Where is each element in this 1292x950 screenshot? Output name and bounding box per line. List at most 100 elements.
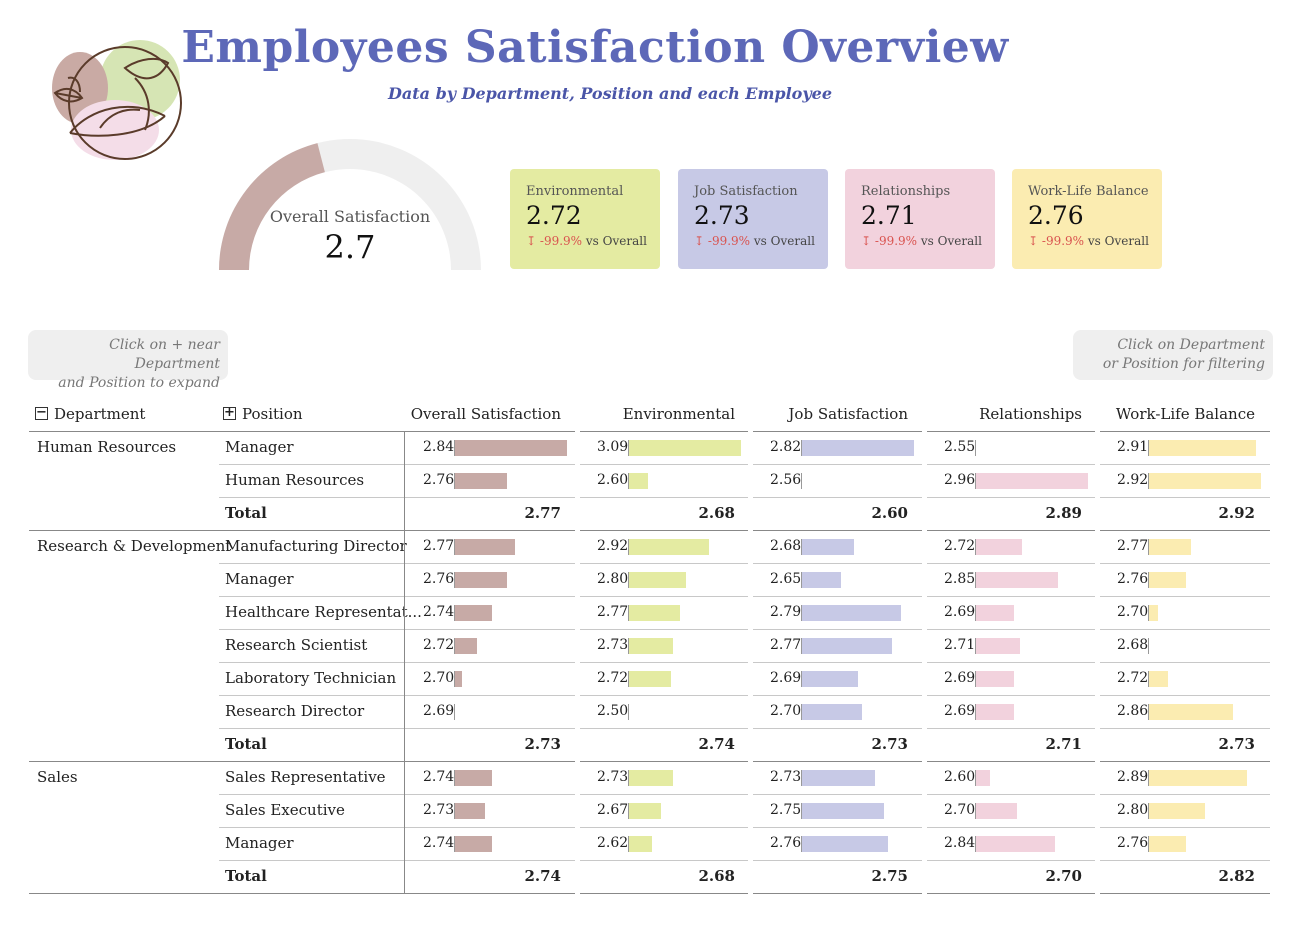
kpi-card-environmental: Environmental 2.72 ↧ -99.9% vs Overall	[510, 169, 660, 269]
position-cell[interactable]: Sales Representative	[225, 768, 386, 786]
gauge-label: Overall Satisfaction	[269, 207, 431, 226]
kpi-value: 2.73	[694, 201, 750, 230]
expand-icon[interactable]: +	[223, 404, 236, 420]
bar-baseline	[454, 440, 455, 456]
total-value: 2.60	[871, 504, 908, 522]
kpi-delta: ↧ -99.9% vs Overall	[1028, 234, 1149, 248]
total-value: 2.74	[698, 735, 735, 753]
kpi-value: 2.71	[861, 201, 917, 230]
header-work-life-balance[interactable]: Work-Life Balance	[1115, 405, 1255, 423]
metric-bar	[455, 572, 507, 588]
row-divider	[219, 497, 1270, 498]
row-divider	[219, 662, 1270, 663]
row-divider	[219, 596, 1270, 597]
kpi-card-relationships: Relationships 2.71 ↧ -99.9% vs Overall	[845, 169, 995, 269]
metric-value: 2.76	[770, 835, 802, 851]
kpi-delta-value: -99.9%	[1041, 234, 1085, 248]
position-cell[interactable]: Research Director	[225, 702, 365, 720]
position-cell[interactable]: Research Scientist	[225, 636, 368, 654]
metric-bar	[455, 638, 477, 654]
position-cell[interactable]: Healthcare Representat...	[225, 603, 422, 621]
kpi-label: Work-Life Balance	[1028, 184, 1149, 199]
header-job-satisfaction[interactable]: Job Satisfaction	[788, 405, 908, 423]
metric-bar	[976, 836, 1055, 852]
total-label: Total	[225, 504, 267, 522]
bar-baseline	[801, 836, 802, 852]
metric-bar	[455, 539, 515, 555]
department-cell[interactable]: Sales	[37, 768, 78, 786]
bar-baseline	[454, 638, 455, 654]
total-value: 2.89	[1045, 504, 1082, 522]
position-cell[interactable]: Laboratory Technician	[225, 669, 397, 687]
kpi-delta: ↧ -99.9% vs Overall	[861, 234, 982, 248]
kpi-delta: ↧ -99.9% vs Overall	[694, 234, 815, 248]
kpi-label: Environmental	[526, 184, 624, 199]
metric-value: 2.69	[423, 703, 455, 719]
metric-value: 2.70	[944, 802, 976, 818]
metric-value: 2.60	[597, 472, 629, 488]
bar-baseline	[801, 704, 802, 720]
total-value: 2.92	[1218, 504, 1255, 522]
metric-value: 2.72	[597, 670, 629, 686]
bar-baseline	[454, 803, 455, 819]
total-value: 2.82	[1218, 867, 1255, 885]
total-value: 2.71	[1045, 735, 1082, 753]
metric-value: 2.62	[597, 835, 629, 851]
metric-bar	[976, 638, 1020, 654]
bar-baseline	[801, 539, 802, 555]
department-cell[interactable]: Research & Development	[37, 537, 232, 555]
bar-baseline	[801, 473, 802, 489]
header-overall-satisfaction[interactable]: Overall Satisfaction	[410, 405, 561, 423]
bar-baseline	[975, 803, 976, 819]
metric-value: 2.71	[944, 637, 976, 653]
metric-value: 2.69	[944, 703, 976, 719]
collapse-icon[interactable]: −	[35, 404, 48, 420]
position-cell[interactable]: Manager	[225, 438, 294, 456]
metric-value: 2.96	[944, 472, 976, 488]
position-cell[interactable]: Manager	[225, 834, 294, 852]
position-cell[interactable]: Manager	[225, 570, 294, 588]
bar-baseline	[454, 473, 455, 489]
header-department[interactable]: − Department	[35, 405, 145, 423]
bar-baseline	[628, 803, 629, 819]
metric-bar	[455, 605, 492, 621]
position-cell[interactable]: Human Resources	[225, 471, 365, 489]
header-environmental[interactable]: Environmental	[622, 405, 735, 423]
bar-baseline	[454, 572, 455, 588]
kpi-value: 2.72	[526, 201, 582, 230]
kpi-label: Job Satisfaction	[694, 184, 798, 199]
bar-baseline	[628, 605, 629, 621]
metric-bar	[455, 671, 462, 687]
department-cell[interactable]: Human Resources	[37, 438, 177, 456]
metric-bar	[629, 638, 673, 654]
metric-value: 3.09	[597, 439, 629, 455]
metric-bar	[1149, 803, 1205, 819]
metric-value: 2.74	[423, 604, 455, 620]
kpi-delta-value: -99.9%	[707, 234, 751, 248]
hint-filter: Click on Department or Position for filt…	[1073, 330, 1273, 380]
header-position[interactable]: + Position	[223, 405, 303, 423]
metric-bar	[976, 803, 1017, 819]
metric-value: 2.70	[770, 703, 802, 719]
metric-value: 2.70	[1117, 604, 1149, 620]
metric-value: 2.84	[423, 439, 455, 455]
row-divider	[219, 728, 1270, 729]
column-gap	[922, 431, 927, 894]
metric-bar	[802, 605, 901, 621]
position-cell[interactable]: Manufacturing Director	[225, 537, 407, 555]
bar-baseline	[454, 704, 455, 720]
metric-bar	[1149, 605, 1158, 621]
bar-baseline	[454, 836, 455, 852]
position-cell[interactable]: Sales Executive	[225, 801, 345, 819]
metric-bar	[976, 572, 1058, 588]
group-divider	[29, 761, 1270, 762]
metric-value: 2.86	[1117, 703, 1149, 719]
kpi-delta-suffix: vs Overall	[753, 234, 815, 248]
row-divider	[219, 629, 1270, 630]
metric-value: 2.73	[597, 769, 629, 785]
metric-value: 2.77	[597, 604, 629, 620]
total-value: 2.73	[871, 735, 908, 753]
metric-bar	[976, 671, 1014, 687]
header-relationships[interactable]: Relationships	[979, 405, 1082, 423]
